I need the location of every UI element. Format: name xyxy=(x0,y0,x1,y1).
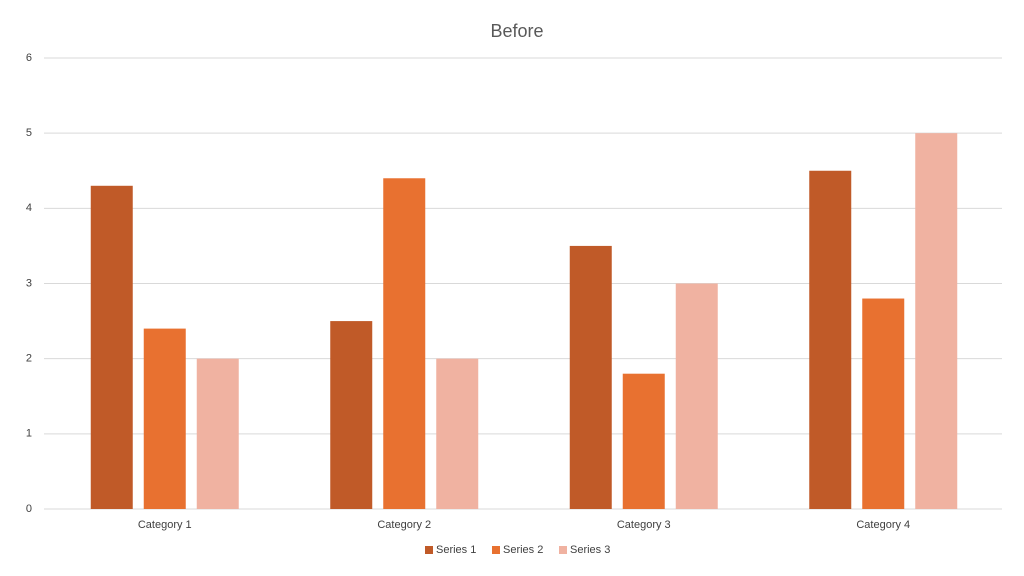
bar xyxy=(622,373,665,509)
x-tick-label: Category 4 xyxy=(856,519,910,531)
bar xyxy=(196,358,239,509)
bar xyxy=(809,170,852,509)
y-tick-label: 0 xyxy=(26,503,32,515)
x-tick-label: Category 3 xyxy=(617,519,671,531)
bar xyxy=(90,185,133,510)
bar xyxy=(143,328,186,509)
y-tick-label: 2 xyxy=(26,353,32,365)
bar xyxy=(915,133,958,509)
x-tick-label: Category 1 xyxy=(138,519,192,531)
chart-title: Before xyxy=(490,21,543,41)
legend-label: Series 1 xyxy=(436,544,476,556)
legend-label: Series 2 xyxy=(503,544,543,556)
bar xyxy=(569,245,612,509)
y-tick-label: 1 xyxy=(26,428,32,440)
bar xyxy=(862,298,905,509)
legend-label: Series 3 xyxy=(570,544,610,556)
y-tick-label: 4 xyxy=(26,202,32,214)
bar xyxy=(330,321,373,509)
x-tick-label: Category 2 xyxy=(377,519,431,531)
legend-swatch xyxy=(559,546,567,554)
legend-swatch xyxy=(492,546,500,554)
y-tick-label: 6 xyxy=(26,52,32,64)
legend-swatch xyxy=(425,546,433,554)
bar xyxy=(675,283,718,509)
bar xyxy=(383,178,426,509)
y-tick-label: 5 xyxy=(26,127,32,139)
bar xyxy=(436,358,479,509)
y-tick-label: 3 xyxy=(26,277,32,289)
